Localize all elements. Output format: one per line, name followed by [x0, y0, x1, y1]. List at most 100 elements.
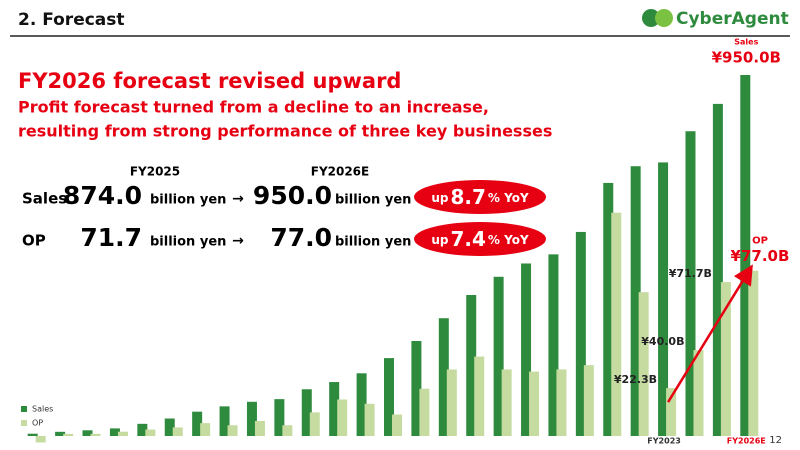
bar: [364, 403, 375, 436]
value-label: ¥40.0B: [641, 335, 684, 348]
bar: [35, 436, 46, 443]
value-label: ¥77.0B: [731, 247, 790, 265]
badge-part: 8.7: [450, 185, 485, 209]
legend-swatch: [21, 406, 27, 412]
bar: [356, 373, 367, 436]
from-value: 71.7: [80, 223, 142, 252]
bar: [548, 254, 559, 436]
series-tag: Sales: [734, 38, 758, 47]
unit: billion yen: [150, 193, 226, 208]
bar: [748, 270, 759, 436]
badge-part: up: [431, 191, 449, 205]
slide-title: 2. Forecast: [18, 10, 125, 30]
row-label: Sales: [22, 190, 67, 208]
badge-part: % YoY: [488, 233, 529, 247]
bar: [611, 212, 622, 436]
row-label: OP: [22, 232, 46, 250]
bar: [603, 182, 614, 436]
bar: [521, 263, 532, 436]
bar: [466, 295, 477, 436]
chart: FY2023 FY2026E Sales ¥950.0B ¥22.3B ¥40.0B ¥71…: [21, 38, 789, 446]
page-number: 12: [769, 435, 782, 446]
bar: [55, 431, 66, 436]
legend-label: Sales: [32, 405, 53, 414]
unit: billion yen: [150, 235, 226, 250]
bar: [411, 341, 422, 436]
bar: [301, 389, 312, 436]
legend-swatch: [21, 420, 27, 426]
bar: [720, 282, 731, 436]
trend-arrow: [667, 264, 753, 403]
unit: billion yen: [335, 235, 411, 250]
bar: [666, 388, 677, 436]
bar: [192, 411, 203, 436]
bar: [583, 365, 594, 436]
series-tag: OP: [752, 236, 768, 247]
column-header: FY2025: [130, 165, 180, 179]
bar: [200, 423, 211, 436]
bar: [27, 433, 38, 436]
bar: [556, 369, 567, 436]
logo-text: CyberAgent: [676, 9, 789, 29]
bar: [337, 399, 348, 436]
bar: [501, 369, 512, 436]
bar: [658, 162, 669, 436]
bar: [529, 371, 540, 436]
bar: [474, 356, 485, 436]
arrow: →: [232, 191, 244, 207]
x-tick-label: FY2023: [647, 437, 681, 446]
bar: [219, 406, 230, 436]
subheadline: Profit forecast turned from a decline to…: [18, 98, 489, 117]
value-label: ¥71.7B: [669, 267, 712, 280]
bar: [172, 427, 183, 436]
subheadline: resulting from strong performance of thr…: [18, 122, 552, 141]
headline: FY2026 forecast revised upward: [18, 69, 401, 93]
bar: [712, 103, 723, 436]
badge-text: up 8.7% YoY: [431, 185, 529, 209]
bar: [82, 430, 93, 436]
bar: [493, 276, 504, 436]
bar: [638, 292, 649, 436]
value-label: ¥22.3B: [614, 373, 657, 386]
column-header: FY2026E: [311, 165, 369, 179]
unit: billion yen: [335, 193, 411, 208]
bar: [740, 75, 751, 436]
bar: [282, 425, 293, 436]
bar: [693, 350, 704, 436]
badge-part: up: [431, 233, 449, 247]
bar: [419, 388, 430, 436]
legend-label: OP: [32, 419, 43, 428]
bar: [438, 318, 449, 436]
bar: [446, 369, 457, 436]
bar: [309, 412, 320, 436]
bar: [685, 131, 696, 437]
value-label: ¥950.0B: [712, 49, 781, 67]
bar: [630, 166, 641, 436]
bar: [274, 399, 285, 436]
bar: [109, 428, 120, 436]
bar: [575, 231, 586, 436]
bar: [137, 423, 148, 436]
bar: [246, 401, 257, 436]
bar: [384, 358, 394, 436]
to-value: 77.0: [270, 223, 332, 252]
badge-part: % YoY: [488, 191, 529, 205]
bar: [63, 433, 74, 436]
bar: [145, 429, 156, 436]
bar: [117, 431, 128, 436]
badge-part: 7.4: [450, 227, 485, 251]
badge: [414, 222, 546, 256]
bar: [392, 414, 402, 436]
bar: [254, 420, 265, 436]
to-value: 950.0: [253, 181, 332, 210]
logo: CyberAgent: [642, 9, 789, 29]
badge: [414, 180, 546, 214]
bar: [90, 433, 101, 436]
bar: [227, 425, 238, 436]
x-tick-label: FY2026E: [727, 437, 766, 446]
bar: [164, 418, 175, 436]
arrow: →: [232, 233, 244, 249]
from-value: 874.0: [63, 181, 142, 210]
